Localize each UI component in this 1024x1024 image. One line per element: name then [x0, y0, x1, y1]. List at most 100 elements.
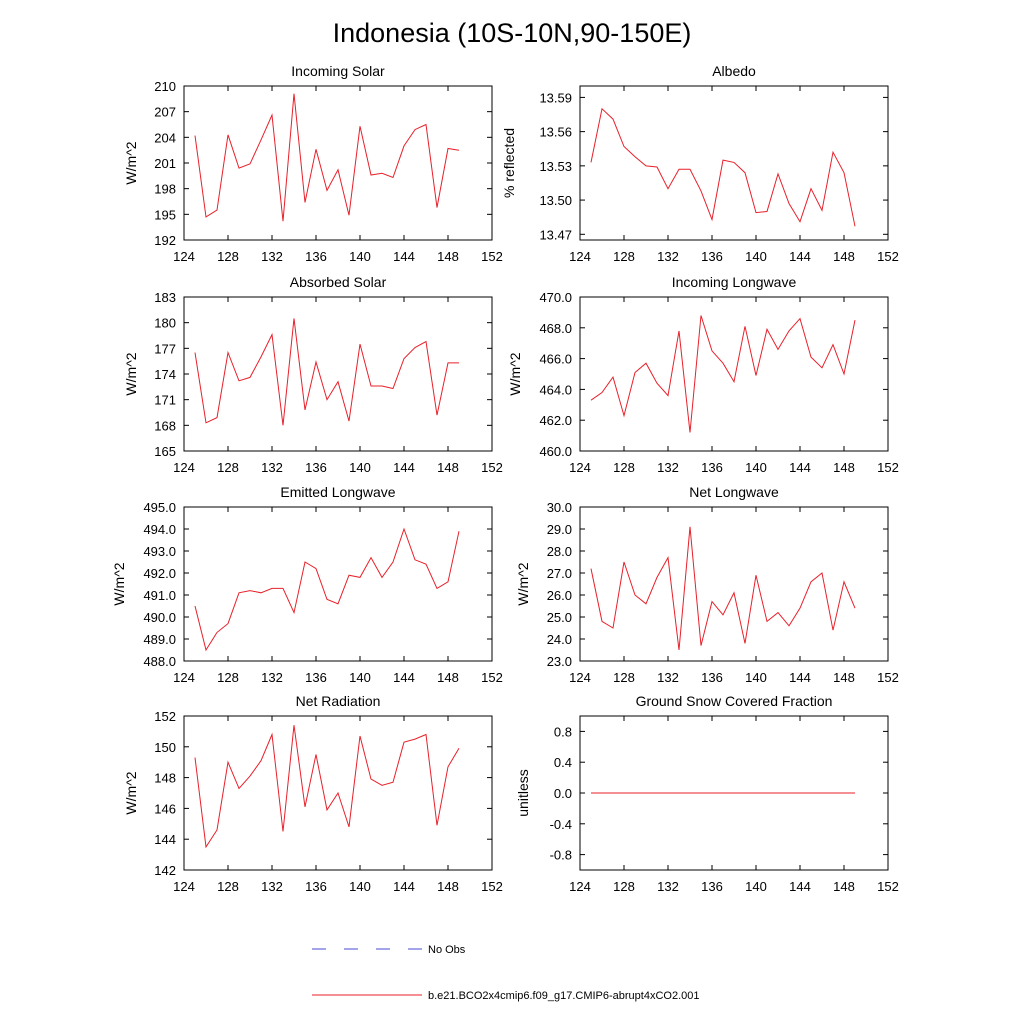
- series-line: [194, 527, 460, 652]
- x-tick-label: 128: [217, 249, 239, 264]
- y-axis-label: % reflected: [501, 128, 517, 198]
- panel-title: Net Radiation: [296, 693, 381, 709]
- panel-5: Emitted Longwave W/m^2 124 128 132 136 140 144 1…: [111, 484, 503, 685]
- x-tick-label: 128: [217, 879, 239, 894]
- x-tick-label: 148: [437, 670, 459, 685]
- x-tick-label: 128: [613, 670, 635, 685]
- y-tick-label: 150: [154, 740, 176, 755]
- x-tick-label: 140: [745, 879, 767, 894]
- y-tick-label: 492.0: [143, 566, 176, 581]
- y-tick-label: 148: [154, 771, 176, 786]
- y-axis-label: W/m^2: [123, 771, 139, 814]
- y-tick-label: 30.0: [547, 500, 572, 515]
- series-line: [590, 107, 856, 227]
- y-tick-label: 13.53: [539, 159, 572, 174]
- y-tick-label: 460.0: [539, 444, 572, 459]
- y-tick-label: 171: [154, 393, 176, 408]
- x-tick-label: 144: [789, 670, 811, 685]
- x-tick-label: 148: [437, 879, 459, 894]
- x-tick-label: 152: [877, 879, 899, 894]
- y-tick-label: 142: [154, 863, 176, 878]
- x-tick-label: 140: [349, 249, 371, 264]
- panel-6: Net Longwave W/m^2 124 128 132 136 140 144 148 15…: [515, 484, 899, 685]
- y-tick-label: 13.56: [539, 125, 572, 140]
- y-tick-label: 210: [154, 79, 176, 94]
- panel-frame: [183, 715, 493, 871]
- panel-4: Incoming Longwave W/m^2 124 128 132 136 140 144…: [507, 274, 899, 475]
- x-tick-label: 136: [305, 460, 327, 475]
- y-tick-label: 198: [154, 182, 176, 197]
- y-tick-label: 192: [154, 233, 176, 248]
- y-tick-label: 488.0: [143, 654, 176, 669]
- x-tick-label: 152: [481, 460, 503, 475]
- y-tick-label: 0.4: [554, 755, 572, 770]
- series-line: [194, 318, 459, 426]
- y-tick-label: 183: [154, 290, 176, 305]
- y-tick-label: 23.0: [547, 654, 572, 669]
- y-axis-label: unitless: [515, 769, 531, 816]
- panel-title: Absorbed Solar: [290, 274, 387, 290]
- x-tick-label: 144: [393, 249, 415, 264]
- y-axis-label: W/m^2: [507, 352, 523, 395]
- x-tick-label: 140: [745, 460, 767, 475]
- x-tick-label: 140: [745, 670, 767, 685]
- panel-frame: [579, 85, 889, 241]
- x-tick-label: 132: [261, 249, 283, 264]
- x-tick-label: 124: [173, 670, 195, 685]
- x-tick-label: 132: [657, 249, 679, 264]
- x-tick-label: 124: [569, 249, 591, 264]
- y-tick-label: 13.50: [539, 193, 572, 208]
- y-tick-label: 13.59: [539, 90, 572, 105]
- series-line: [590, 315, 856, 433]
- x-tick-label: 148: [437, 249, 459, 264]
- x-tick-label: 132: [657, 460, 679, 475]
- y-axis-label: W/m^2: [123, 352, 139, 395]
- x-tick-label: 136: [701, 249, 723, 264]
- y-tick-label: 462.0: [539, 413, 572, 428]
- y-tick-label: 204: [154, 130, 176, 145]
- y-tick-label: 177: [154, 341, 176, 356]
- x-tick-label: 148: [833, 460, 855, 475]
- legend: No Obs b.e21.BCO2x4cmip6.f09_g17.CMIP6-a…: [312, 944, 700, 1002]
- y-tick-label: 27.0: [547, 566, 572, 581]
- x-tick-label: 124: [569, 670, 591, 685]
- x-tick-label: 136: [305, 249, 327, 264]
- x-tick-label: 152: [481, 879, 503, 894]
- y-tick-label: 491.0: [143, 588, 176, 603]
- x-tick-label: 152: [877, 670, 899, 685]
- y-tick-label: 489.0: [143, 632, 176, 647]
- x-tick-label: 132: [261, 460, 283, 475]
- y-tick-label: 29.0: [547, 522, 572, 537]
- legend-model-label: b.e21.BCO2x4cmip6.f09_g17.CMIP6-abrupt4x…: [428, 990, 700, 1002]
- y-tick-label: 495.0: [143, 500, 176, 515]
- panel-8: Ground Snow Covered Fraction unitless 124 1…: [515, 693, 899, 894]
- y-tick-label: -0.8: [550, 848, 572, 863]
- x-tick-label: 152: [877, 249, 899, 264]
- x-tick-label: 144: [393, 670, 415, 685]
- x-tick-label: 152: [481, 249, 503, 264]
- series-line: [194, 725, 460, 849]
- x-tick-label: 148: [437, 460, 459, 475]
- panel-title: Incoming Solar: [291, 63, 385, 79]
- y-tick-label: 165: [154, 444, 176, 459]
- y-tick-label: 195: [154, 207, 176, 222]
- x-tick-label: 132: [261, 879, 283, 894]
- y-tick-label: 146: [154, 801, 176, 816]
- x-tick-label: 136: [305, 879, 327, 894]
- x-tick-label: 140: [349, 460, 371, 475]
- panel-title: Ground Snow Covered Fraction: [636, 693, 833, 709]
- x-tick-label: 144: [393, 879, 415, 894]
- y-tick-label: 174: [154, 367, 176, 382]
- x-tick-label: 144: [789, 249, 811, 264]
- x-tick-label: 128: [217, 670, 239, 685]
- y-tick-label: 26.0: [547, 588, 572, 603]
- x-tick-label: 148: [833, 670, 855, 685]
- series-line: [590, 526, 856, 651]
- x-tick-label: 124: [173, 460, 195, 475]
- panel-title: Emitted Longwave: [280, 484, 395, 500]
- x-tick-label: 128: [613, 460, 635, 475]
- x-tick-label: 124: [173, 879, 195, 894]
- y-tick-label: 470.0: [539, 290, 572, 305]
- y-tick-label: 28.0: [547, 544, 572, 559]
